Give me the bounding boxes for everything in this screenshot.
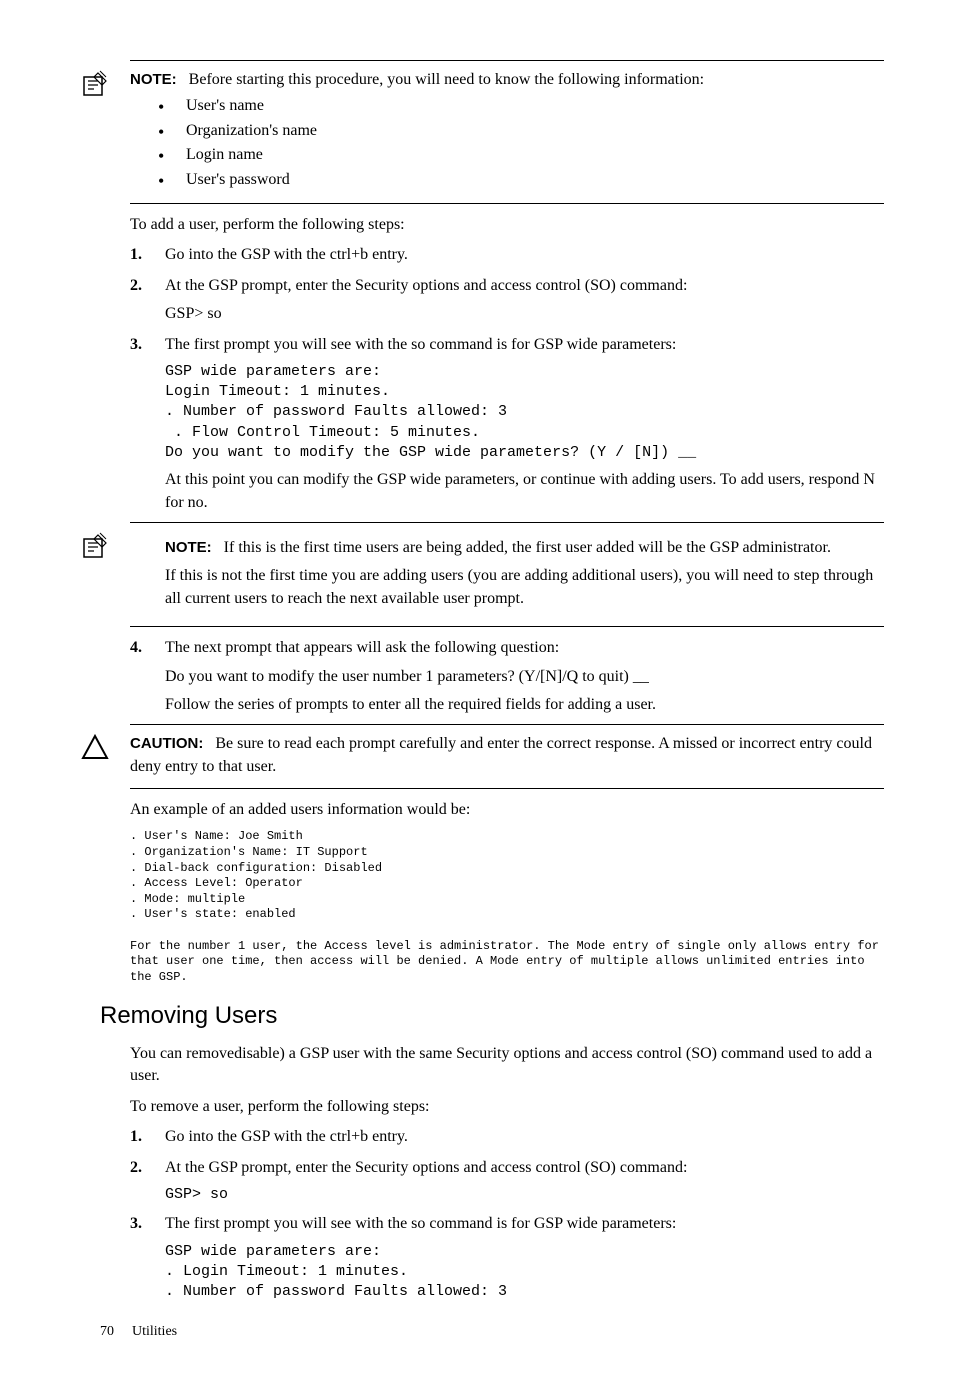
caution-icon — [80, 733, 110, 763]
add-user-steps-cont: 4. The next prompt that appears will ask… — [130, 637, 884, 716]
step-text: Go into the GSP with the ctrl+b entry. — [165, 1128, 408, 1145]
note2-p1: NOTE: If this is the first time users ar… — [165, 537, 884, 559]
bullet-text: Login name — [186, 146, 263, 163]
footer-section: Utilities — [132, 1324, 177, 1339]
step-number: 2. — [130, 275, 142, 297]
step-3: 3. The first prompt you will see with th… — [130, 1213, 884, 1302]
step-cmd: GSP> so — [165, 303, 884, 325]
step-cmd: GSP> so — [165, 1185, 884, 1205]
step-2: 2. At the GSP prompt, enter the Security… — [130, 1157, 884, 1206]
removing-users-heading: Removing Users — [100, 999, 884, 1033]
add-user-steps: 1. Go into the GSP with the ctrl+b entry… — [130, 244, 884, 514]
step-text: At the GSP prompt, enter the Security op… — [165, 277, 687, 294]
note-block-1: NOTE: Before starting this procedure, yo… — [130, 60, 884, 204]
step-after: At this point you can modify the GSP wid… — [165, 469, 884, 514]
step-question: Do you want to modify the user number 1 … — [165, 666, 884, 688]
removing-p2: To remove a user, perform the following … — [130, 1096, 884, 1118]
step-number: 3. — [130, 334, 142, 356]
note-icon — [80, 531, 110, 561]
example-intro: An example of an added users information… — [130, 799, 884, 821]
step-after: Follow the series of prompts to enter al… — [165, 694, 884, 716]
note-label: NOTE: — [130, 71, 177, 88]
step-3: 3. The first prompt you will see with th… — [130, 334, 884, 514]
note2-p2: If this is not the first time you are ad… — [165, 565, 884, 610]
caution-block: CAUTION: Be sure to read each prompt car… — [130, 724, 884, 789]
bullet-text: Organization's name — [186, 122, 317, 139]
note-icon — [80, 69, 110, 99]
removing-p1: You can removedisable) a GSP user with t… — [130, 1043, 884, 1088]
note-bullet-list: User's name Organization's name Login na… — [130, 95, 884, 191]
example-code: . User's Name: Joe Smith . Organization'… — [130, 829, 884, 985]
code-block: GSP wide parameters are: . Login Timeout… — [165, 1242, 884, 1303]
add-user-intro: To add a user, perform the following ste… — [130, 214, 884, 236]
step-2: 2. At the GSP prompt, enter the Security… — [130, 275, 884, 326]
list-item: Login name — [158, 144, 884, 166]
list-item: Organization's name — [158, 120, 884, 142]
step-text: The next prompt that appears will ask th… — [165, 639, 559, 656]
step-number: 2. — [130, 1157, 142, 1179]
step-1: 1. Go into the GSP with the ctrl+b entry… — [130, 244, 884, 266]
note-text: If this is the first time users are bein… — [224, 539, 831, 556]
step-text: Go into the GSP with the ctrl+b entry. — [165, 246, 408, 263]
step-text: The first prompt you will see with the s… — [165, 336, 676, 353]
bullet-text: User's name — [186, 97, 264, 114]
page-number: 70 — [100, 1324, 114, 1339]
step-number: 1. — [130, 1126, 142, 1148]
caution-label: CAUTION: — [130, 735, 203, 752]
remove-user-steps: 1. Go into the GSP with the ctrl+b entry… — [130, 1126, 884, 1302]
bullet-text: User's password — [186, 171, 290, 188]
note-block-2: NOTE: If this is the first time users ar… — [130, 522, 884, 627]
step-number: 4. — [130, 637, 142, 659]
step-text: At the GSP prompt, enter the Security op… — [165, 1159, 687, 1176]
step-1: 1. Go into the GSP with the ctrl+b entry… — [130, 1126, 884, 1148]
step-number: 1. — [130, 244, 142, 266]
step-4: 4. The next prompt that appears will ask… — [130, 637, 884, 716]
caution-text: Be sure to read each prompt carefully an… — [130, 735, 872, 774]
list-item: User's password — [158, 169, 884, 191]
step-text: The first prompt you will see with the s… — [165, 1215, 676, 1232]
note-text: Before starting this procedure, you will… — [189, 71, 704, 88]
page-footer: 70 Utilities — [100, 1322, 884, 1342]
code-block: GSP wide parameters are: Login Timeout: … — [165, 362, 884, 463]
list-item: User's name — [158, 95, 884, 117]
page-content: NOTE: Before starting this procedure, yo… — [130, 60, 884, 1342]
note-label: NOTE: — [165, 539, 212, 556]
step-number: 3. — [130, 1213, 142, 1235]
